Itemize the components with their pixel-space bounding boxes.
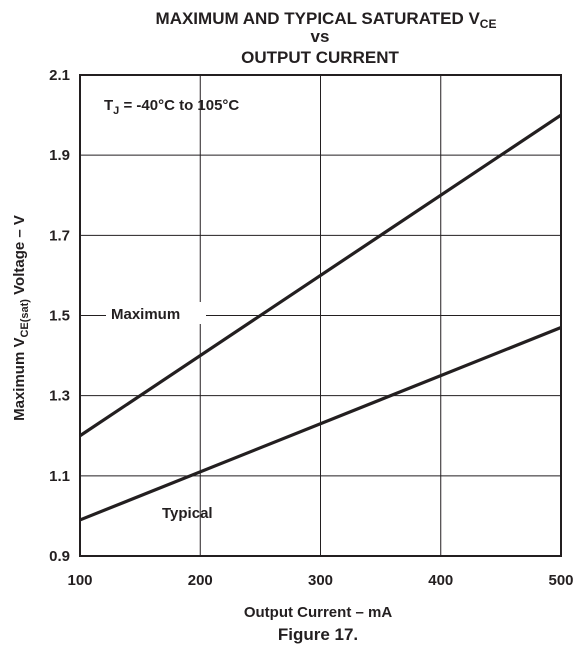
series-line-typical [79,326,562,522]
y-tick-label: 1.5 [49,308,70,325]
series-lines [79,113,562,522]
chart-title-line-3: OUTPUT CURRENT [241,48,399,67]
series-label-typical: Typical [162,505,213,522]
chart-title-line-2: vs [311,27,330,46]
figure-caption: Figure 17. [278,625,358,644]
series-label-maximum: Maximum [111,306,180,323]
y-axis-label: Maximum VCE(sat) Voltage – V [11,215,31,421]
plot-frame [79,74,562,557]
maximum-label-background [106,302,206,324]
x-tick-label: 500 [548,572,573,589]
y-tick-label: 1.7 [49,227,70,244]
y-tick-label: 0.9 [49,548,70,565]
x-tick-label: 400 [428,572,453,589]
temperature-condition-label: TJ = -40°C to 105°C [104,97,239,117]
x-tick-label: 200 [188,572,213,589]
y-tick-labels: 0.9 1.1 1.3 1.5 1.7 1.9 2.1 [49,67,70,565]
chart-title-line-1: MAXIMUM AND TYPICAL SATURATED VCE [156,9,497,31]
x-tick-label: 100 [67,572,92,589]
y-tick-label: 2.1 [49,67,70,84]
y-tick-label: 1.3 [49,388,70,405]
y-tick-label: 1.1 [49,468,70,485]
x-tick-label: 300 [308,572,333,589]
x-tick-labels: 100 200 300 400 500 [67,572,573,589]
series-line-maximum [79,113,562,438]
x-axis-label: Output Current – mA [244,604,392,621]
y-tick-label: 1.9 [49,147,70,164]
